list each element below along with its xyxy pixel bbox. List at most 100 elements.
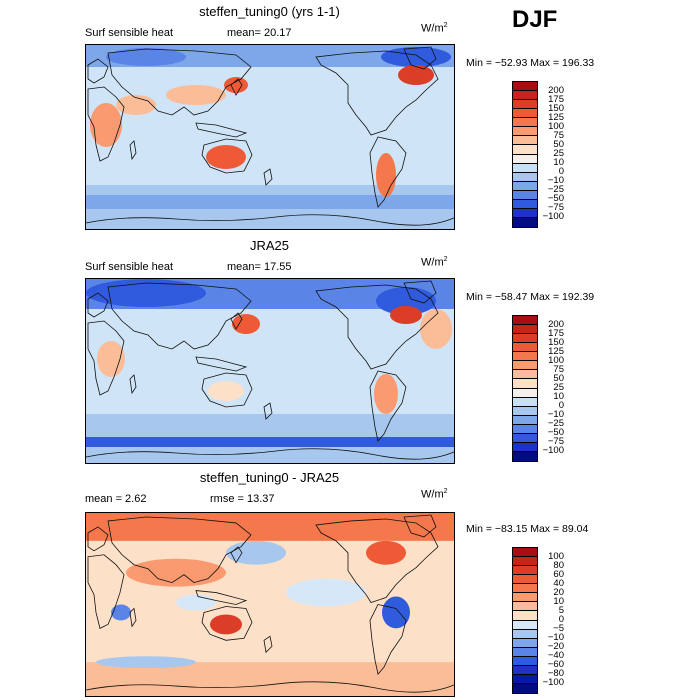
panel-2-colorbar-ticks: 200 175 150 125 100 75 50 25 10 0 −10 −25 −50 −75 −100 — [538, 315, 564, 460]
colorbar-swatch — [513, 82, 537, 92]
colorbar-tick-label: 200 — [548, 318, 564, 330]
colorbar-swatch — [513, 406, 537, 416]
colorbar-tick-label: 25 — [553, 382, 564, 393]
colorbar-tick-label: −100 — [542, 445, 564, 457]
panel-3-map — [85, 512, 455, 697]
colorbar-swatch — [513, 584, 537, 594]
colorbar-swatch — [513, 145, 537, 155]
colorbar-swatch — [513, 109, 537, 119]
colorbar-tick-label: 200 — [548, 84, 564, 96]
panel-2-mean: mean= 17.55 — [227, 261, 292, 273]
colorbar-swatch — [513, 361, 537, 371]
colorbar-swatch — [513, 163, 537, 173]
colorbar-swatch — [513, 127, 537, 137]
panel-1-units: W/m2 — [421, 22, 448, 35]
panel-1-mean: mean= 20.17 — [227, 27, 292, 39]
colorbar-swatch — [513, 638, 537, 648]
colorbar-swatch — [513, 334, 537, 344]
panel-3-map-svg — [86, 513, 454, 696]
colorbar-swatch — [513, 548, 537, 558]
colorbar-tick-label: 175 — [548, 327, 564, 339]
colorbar-tick-label: −40 — [547, 650, 564, 662]
colorbar-swatch — [513, 199, 537, 209]
colorbar-tick-label: −80 — [547, 668, 564, 680]
colorbar-tick-label: 5 — [558, 604, 564, 616]
panel-1-colorbar-ticks: 200 175 150 125 100 75 50 25 10 0 −10 −25 −50 −75 −100 — [538, 81, 564, 226]
colorbar-swatch — [513, 683, 537, 693]
colorbar-tick-label: −50 — [547, 427, 564, 439]
colorbar-tick-label: 125 — [548, 111, 564, 123]
colorbar-tick-label: 20 — [553, 586, 564, 598]
panel-1-map-svg — [86, 45, 454, 229]
colorbar-tick-label: 80 — [553, 559, 564, 571]
colorbar-tick-label: 100 — [548, 354, 564, 366]
colorbar-swatch — [513, 397, 537, 407]
colorbar-tick-label: 10 — [553, 595, 564, 607]
colorbar-swatch — [513, 415, 537, 425]
panel-1-minmax: Min = −52.93 Max = 196.33 — [466, 57, 595, 69]
colorbar-swatch — [513, 208, 537, 218]
colorbar-swatch — [513, 343, 537, 353]
colorbar-tick-label: 0 — [558, 614, 564, 625]
panel-2-units: W/m2 — [421, 256, 448, 269]
colorbar-tick-label: −75 — [547, 202, 564, 214]
colorbar-tick-label: 100 — [548, 550, 564, 562]
colorbar-tick-label: −10 — [547, 175, 564, 187]
colorbar-tick-label: −50 — [547, 193, 564, 205]
colorbar-tick-label: −100 — [542, 677, 564, 689]
colorbar-swatch — [513, 370, 537, 380]
panel-3-colorbar — [512, 547, 538, 694]
colorbar-tick-label: −75 — [547, 436, 564, 448]
colorbar-tick-label: 50 — [553, 138, 564, 150]
colorbar-tick-label: 150 — [548, 102, 564, 114]
panel-1-variable-label: Surf sensible heat — [85, 27, 174, 39]
colorbar-tick-label: 0 — [558, 166, 564, 178]
colorbar-tick-label: 125 — [548, 345, 564, 357]
panel-2-minmax: Min = −58.47 Max = 192.39 — [466, 291, 595, 303]
colorbar-swatch — [513, 136, 537, 146]
colorbar-swatch — [513, 602, 537, 612]
colorbar-tick-label: 100 — [548, 120, 564, 132]
panel-3-title: steffen_tuning0 - JRA25 — [199, 470, 340, 485]
colorbar-tick-label: 175 — [548, 93, 564, 105]
colorbar-swatch — [513, 451, 537, 461]
colorbar-swatch — [513, 442, 537, 452]
colorbar-tick-label: −25 — [547, 184, 564, 196]
colorbar-tick-label: 75 — [553, 129, 564, 141]
panel-2-colorbar — [512, 315, 538, 462]
colorbar-tick-label: −5 — [553, 623, 564, 635]
colorbar-swatch — [513, 154, 537, 164]
colorbar-tick-label: 25 — [553, 148, 564, 159]
colorbar-swatch — [513, 433, 537, 443]
colorbar-tick-label: −20 — [547, 641, 564, 653]
colorbar-tick-label: −100 — [542, 211, 564, 223]
colorbar-swatch — [513, 379, 537, 389]
colorbar-tick-label: −10 — [547, 409, 564, 421]
colorbar-swatch — [513, 316, 537, 326]
colorbar-swatch — [513, 172, 537, 182]
colorbar-swatch — [513, 424, 537, 434]
colorbar-swatch — [513, 665, 537, 675]
colorbar-swatch — [513, 611, 537, 621]
season-label: DJF — [512, 6, 558, 33]
colorbar-tick-label: 60 — [553, 568, 564, 580]
colorbar-tick-label: 150 — [548, 336, 564, 348]
colorbar-tick-label: 40 — [553, 577, 564, 589]
colorbar-swatch — [513, 118, 537, 128]
colorbar-tick-label: −25 — [547, 418, 564, 430]
colorbar-tick-label: 0 — [558, 400, 564, 412]
colorbar-swatch — [513, 190, 537, 200]
colorbar-swatch — [513, 557, 537, 567]
colorbar-swatch — [513, 325, 537, 335]
panel-3-rmse: rmse = 13.37 — [210, 493, 275, 505]
panel-1-title: steffen_tuning0 (yrs 1-1) — [199, 4, 340, 19]
panel-3-minmax: Min = −83.15 Max = 89.04 — [466, 523, 589, 535]
colorbar-tick-label: −60 — [547, 659, 564, 671]
panel-2-map — [85, 278, 455, 464]
colorbar-swatch — [513, 656, 537, 666]
panel-1-colorbar — [512, 81, 538, 228]
colorbar-swatch — [513, 100, 537, 110]
colorbar-swatch — [513, 181, 537, 191]
colorbar-tick-label: 10 — [553, 391, 564, 403]
colorbar-tick-label: −10 — [547, 632, 564, 644]
